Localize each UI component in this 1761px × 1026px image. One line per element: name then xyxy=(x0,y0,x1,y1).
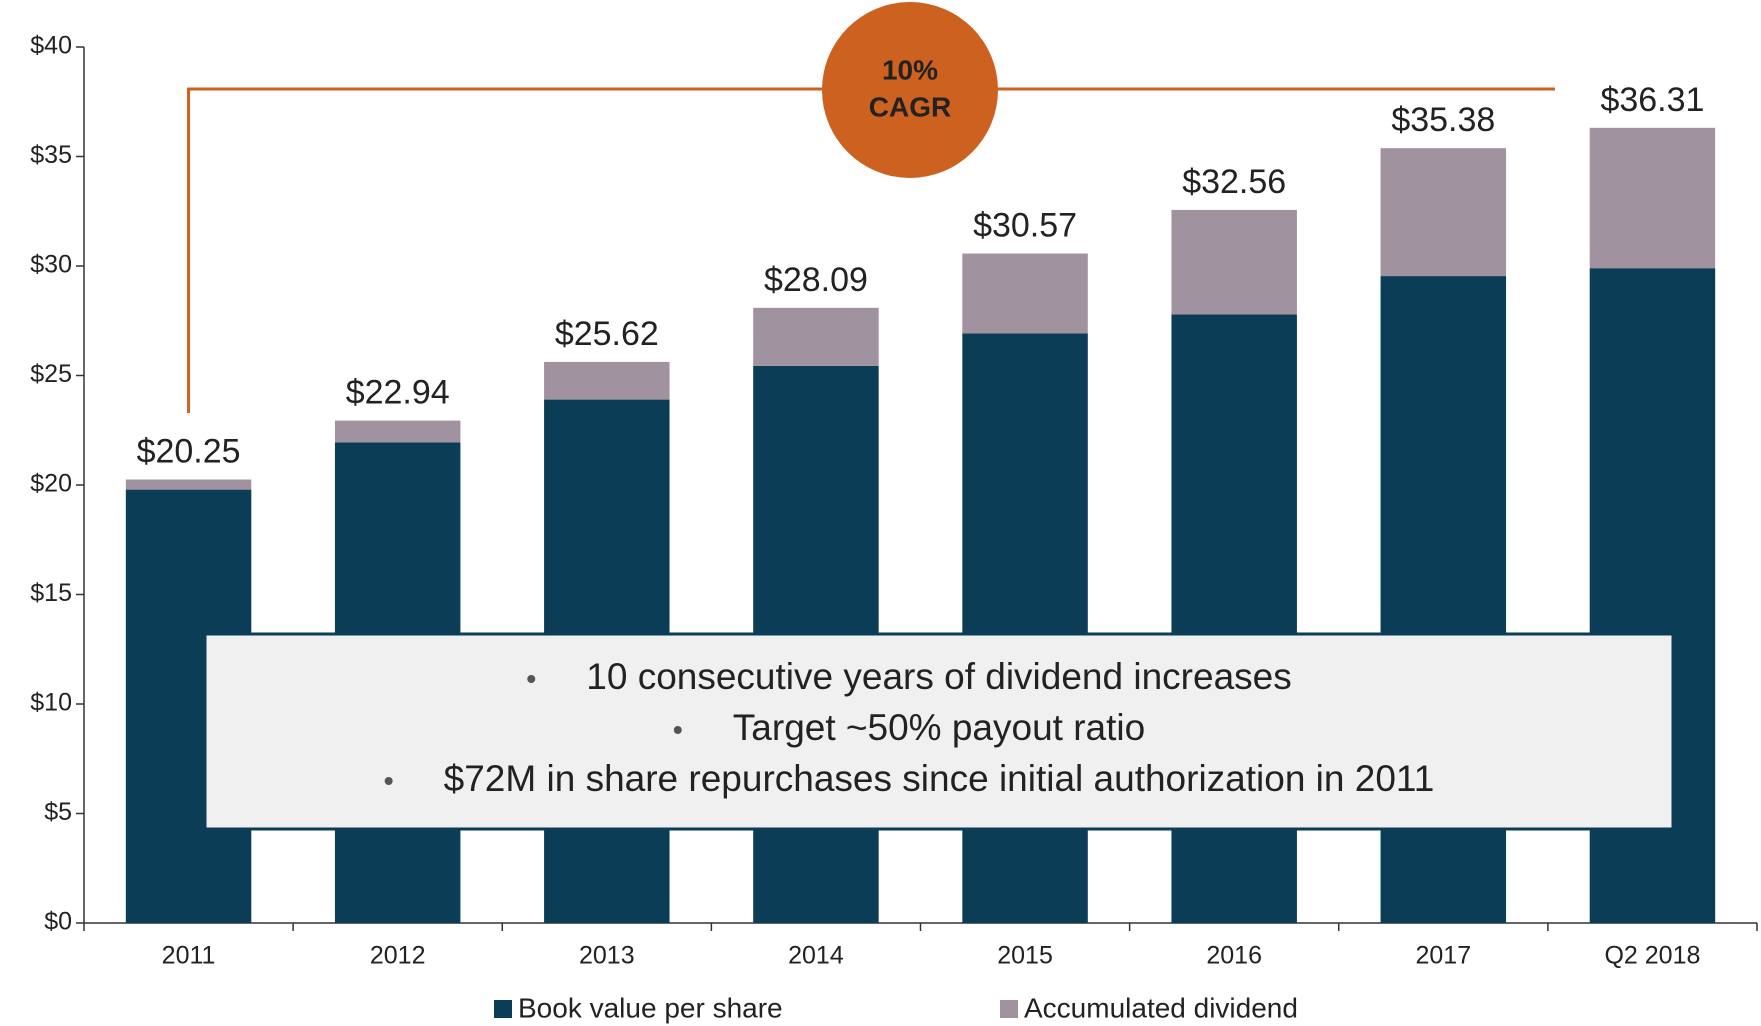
y-tick-label: $20 xyxy=(30,470,72,498)
total-label: $36.31 xyxy=(1600,81,1704,119)
bracket xyxy=(187,87,1555,413)
bar-segment xyxy=(1171,209,1297,315)
total-label: $35.38 xyxy=(1391,101,1495,139)
total-label: $25.62 xyxy=(555,315,659,353)
legend-label: Book value per share xyxy=(518,992,783,1023)
x-tick-label: 2016 xyxy=(1206,942,1262,970)
callout-text: Target ~50% payout ratio xyxy=(733,707,1145,748)
legend-swatch xyxy=(494,1000,512,1018)
cagr-bubble xyxy=(822,2,998,178)
total-label: $32.56 xyxy=(1182,163,1286,201)
bullet xyxy=(384,777,393,785)
bullet xyxy=(673,726,682,734)
bar-segment xyxy=(962,333,1088,923)
bar-segment xyxy=(1589,127,1716,269)
y-tick-label: $25 xyxy=(30,360,72,388)
y-tick-label: $40 xyxy=(30,32,72,60)
bar-segment xyxy=(125,479,252,490)
bar-segment xyxy=(1171,314,1297,923)
x-tick-label: Q2 2018 xyxy=(1604,942,1700,970)
callout-text: 10 consecutive years of dividend increas… xyxy=(586,656,1291,697)
total-label: $20.25 xyxy=(137,433,241,471)
y-tick-label: $5 xyxy=(44,798,72,826)
bullet xyxy=(527,675,536,683)
y-tick-label: $30 xyxy=(30,251,72,279)
y-tick-label: $15 xyxy=(30,579,72,607)
callout-text: $72M in share repurchases since initial … xyxy=(444,758,1435,799)
bar-segment xyxy=(1380,148,1507,277)
legend-label: Accumulated dividend xyxy=(1024,992,1298,1023)
bar-segment xyxy=(962,253,1088,334)
y-tick-label: $35 xyxy=(30,141,72,169)
y-tick-label: $0 xyxy=(44,908,72,936)
total-label: $22.94 xyxy=(346,374,450,412)
bar-segment xyxy=(753,307,879,366)
x-tick-label: 2017 xyxy=(1416,942,1472,970)
legend-swatch xyxy=(1000,1000,1018,1018)
x-tick-label: 2012 xyxy=(370,942,426,970)
bar-segment xyxy=(544,361,670,400)
x-tick-label: 2014 xyxy=(788,942,844,970)
cagr-text: CAGR xyxy=(869,91,951,122)
total-label: $28.09 xyxy=(764,261,868,299)
x-tick-label: 2011 xyxy=(162,942,216,970)
x-tick-label: 2015 xyxy=(997,942,1053,970)
y-tick-label: $10 xyxy=(30,689,72,717)
x-tick-label: 2013 xyxy=(579,942,635,970)
bar-segment xyxy=(334,420,461,443)
callout-box xyxy=(203,632,1675,831)
cagr-text: 10% xyxy=(882,54,938,85)
total-label: $30.57 xyxy=(973,207,1077,245)
